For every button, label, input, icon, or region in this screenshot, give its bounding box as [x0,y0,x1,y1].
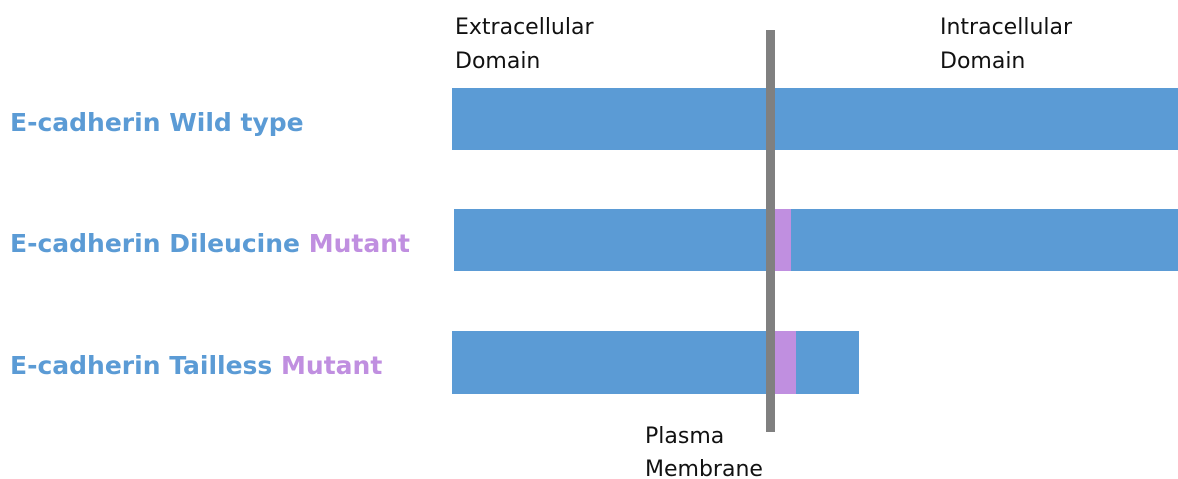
row-name: E-cadherin Dileucine [10,229,300,258]
protein-bar [454,209,1178,271]
extracellular-label: Extracellular [455,15,594,40]
mutation-segment [772,331,796,394]
intracellular-label: Intracellular [940,15,1073,40]
membrane-label: Plasma [645,424,724,449]
protein-bar [452,88,1178,150]
row-label: E-cadherin Dileucine Mutant [10,229,410,258]
row-name: E-cadherin Tailless [10,351,272,380]
row-label: E-cadherin Wild type [10,108,304,137]
mutant-label: Mutant [309,229,410,258]
plasma-membrane [766,30,775,432]
intracellular-label: Domain [940,49,1025,74]
membrane-label: Membrane [645,457,763,479]
row-label: E-cadherin Tailless Mutant [10,351,382,380]
protein-bar [452,331,859,394]
mutation-segment [772,209,791,271]
extracellular-label: Domain [455,49,540,74]
mutant-label: Mutant [281,351,382,380]
